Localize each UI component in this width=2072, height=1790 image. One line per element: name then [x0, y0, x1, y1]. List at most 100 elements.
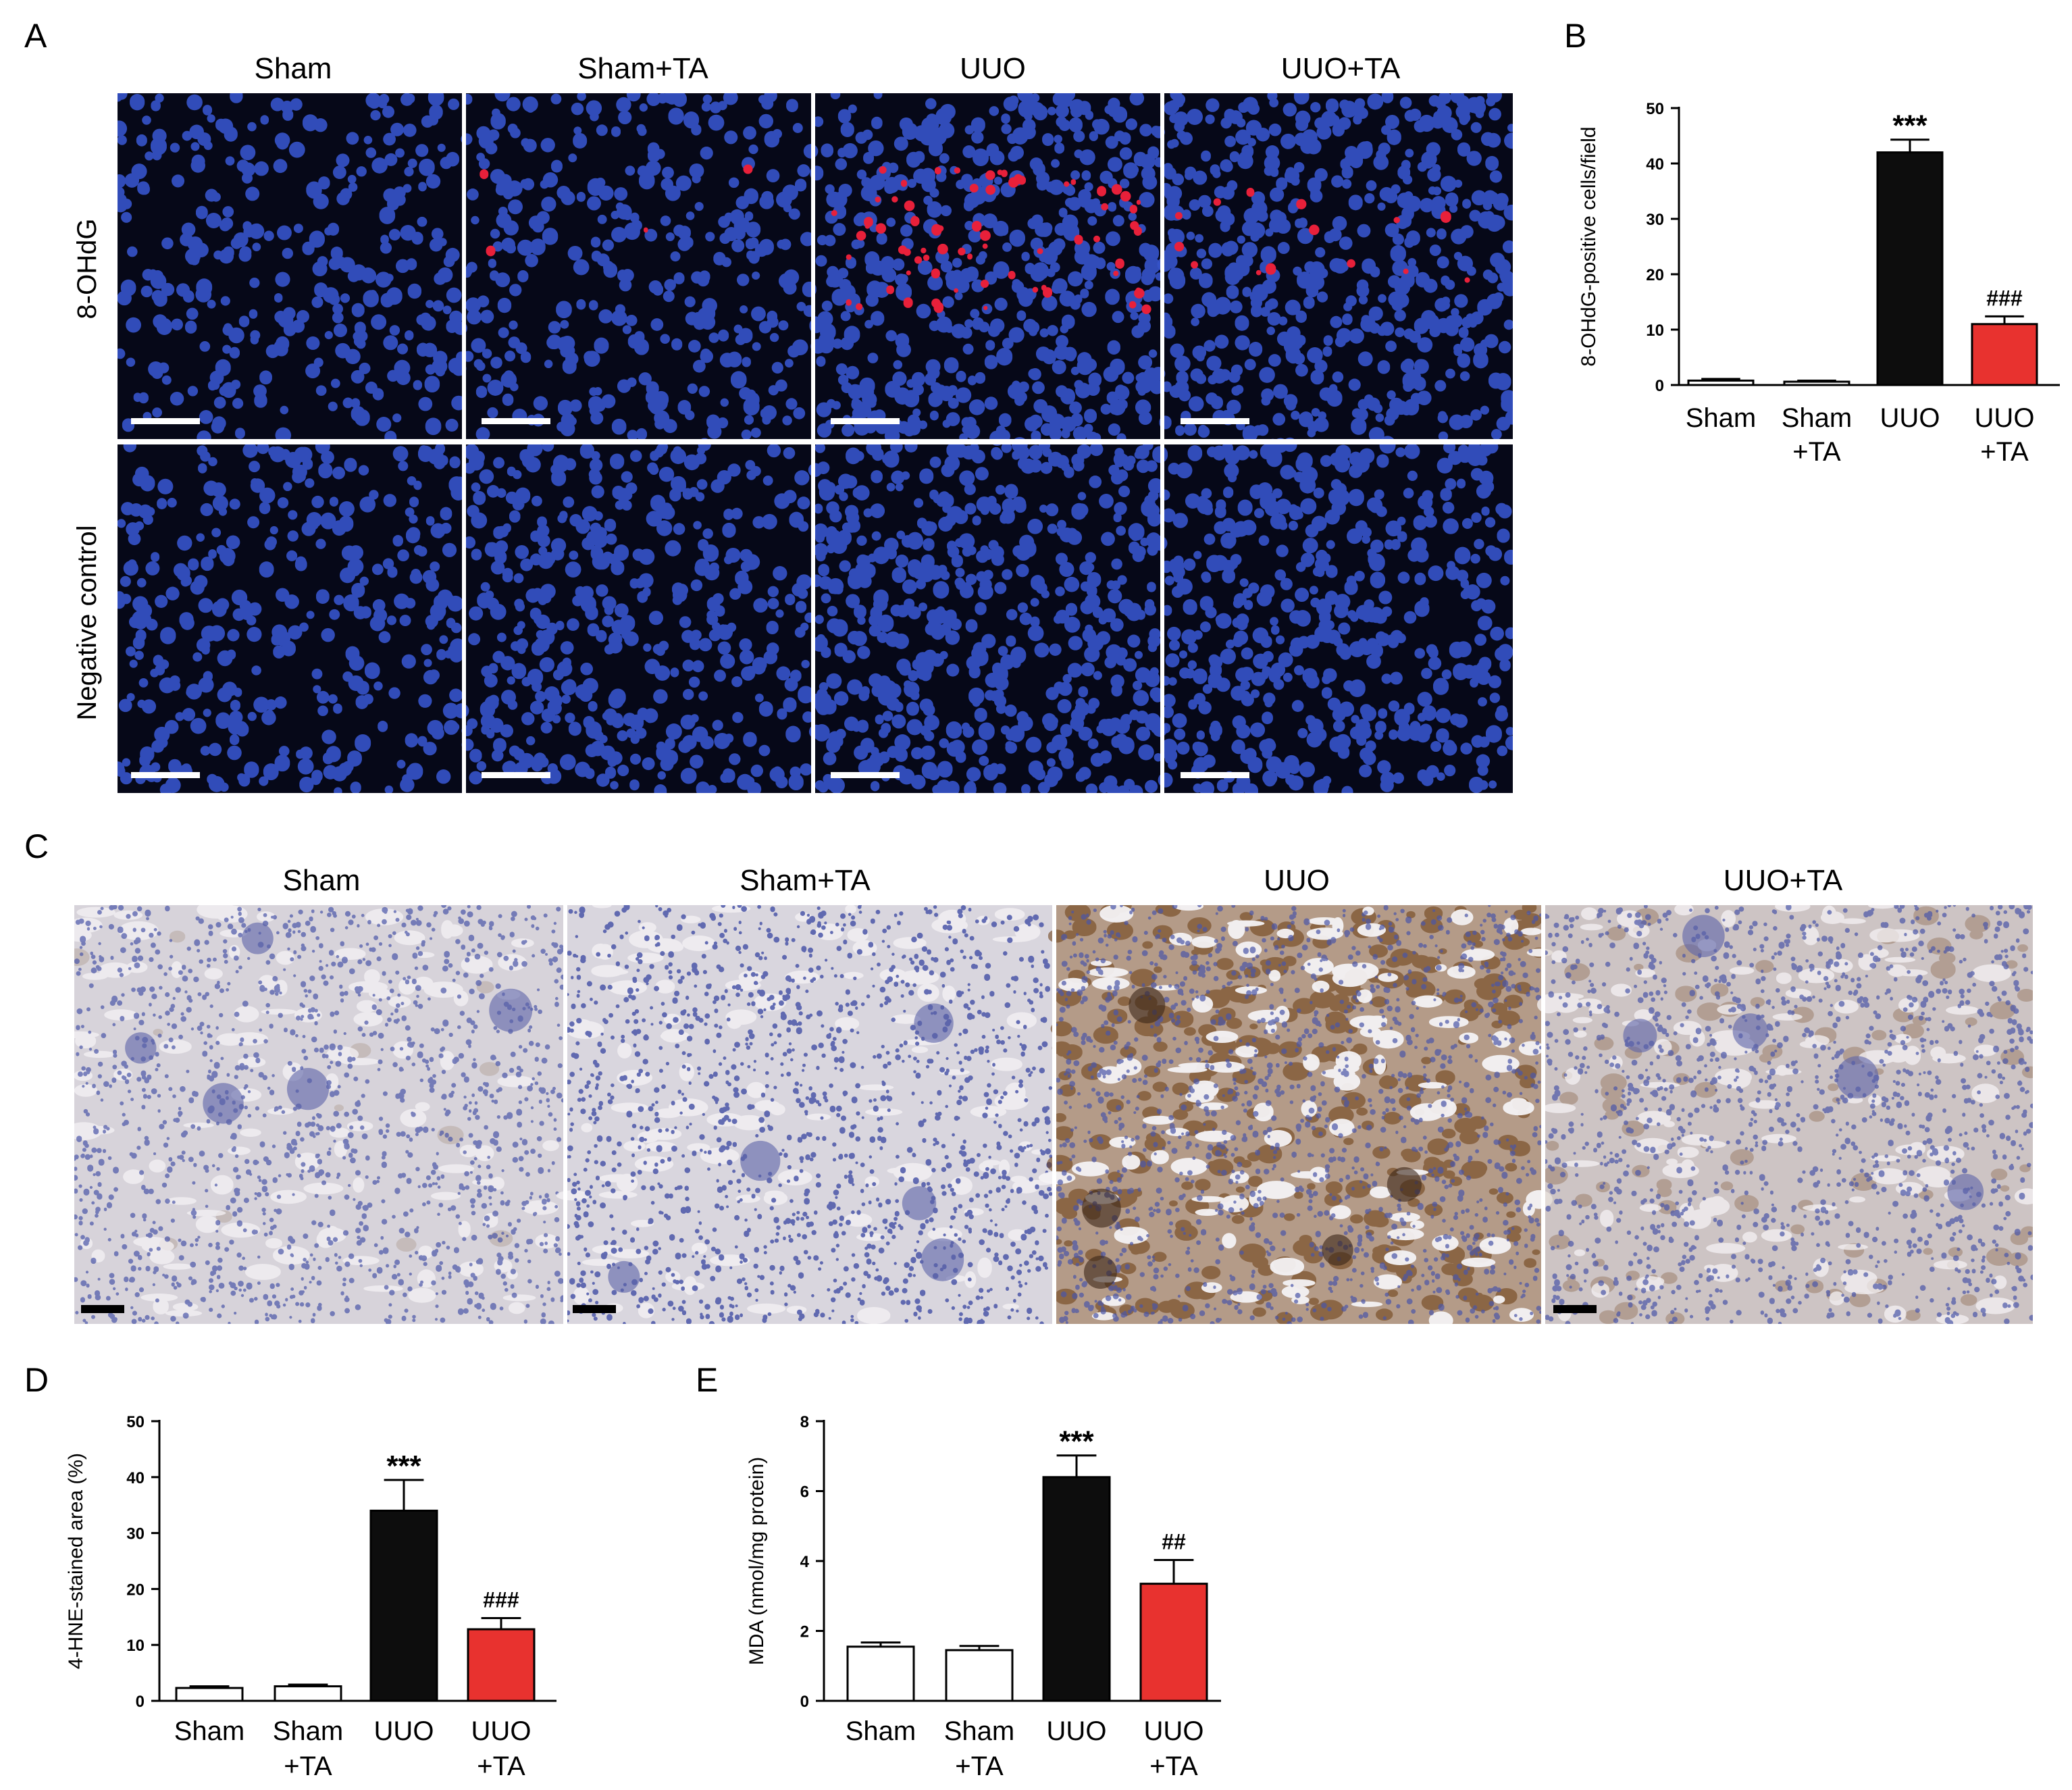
panel-a-col-uuo: UUO: [960, 52, 1026, 85]
glomerulus: [1129, 987, 1165, 1023]
panel-a-col-uuo-ta: UUO+TA: [1281, 52, 1401, 85]
scale-bar: [831, 418, 900, 424]
y-axis-label: 4-HNE-stained area (%): [65, 1453, 87, 1669]
panel-label-b: B: [1564, 17, 1586, 55]
panel-a-col-sham: Sham: [255, 52, 332, 85]
glomerulus: [1836, 1056, 1879, 1099]
panel-c-micrographs: [59, 898, 2040, 1330]
y-tick-label: 4: [800, 1553, 810, 1571]
scale-bar: [482, 418, 550, 424]
glomerulus: [740, 1141, 780, 1181]
bar: [468, 1629, 534, 1701]
glomerulus: [1322, 1234, 1353, 1265]
y-tick-label: 0: [1655, 377, 1664, 395]
panel-a-row-8ohdg: 8-OHdG: [72, 219, 102, 319]
glomerulus: [242, 923, 274, 954]
scale-bar: [1553, 1305, 1597, 1313]
glomerulus: [608, 1261, 640, 1293]
scale-bar: [1181, 772, 1249, 778]
y-tick-label: 6: [800, 1483, 809, 1502]
bar: [1877, 153, 1942, 385]
category-label: Sham: [1686, 403, 1757, 433]
panel-a-col-sham-ta: Sham+TA: [577, 52, 708, 85]
panel-label-e: E: [696, 1361, 718, 1399]
glomerulus: [125, 1032, 156, 1063]
category-label: Sham: [846, 1716, 916, 1746]
y-tick-label: 30: [1646, 211, 1664, 229]
glomerulus: [1387, 1167, 1422, 1202]
scale-bar: [131, 418, 200, 424]
panel-c-col-sham-ta: Sham+TA: [740, 864, 871, 897]
significance-marker: ###: [1986, 286, 2023, 310]
bar: [1784, 382, 1849, 385]
scale-bar: [131, 772, 200, 778]
significance-marker: ##: [1162, 1529, 1186, 1554]
category-label: Sham: [174, 1716, 245, 1746]
bar: [946, 1650, 1012, 1701]
y-tick-label: 40: [1646, 155, 1664, 174]
bar: [848, 1647, 914, 1701]
bar: [275, 1686, 341, 1701]
panel-c-col-sham: Sham: [283, 864, 361, 897]
bar: [176, 1688, 242, 1701]
y-tick-label: 0: [800, 1693, 809, 1711]
category-label: +TA: [477, 1751, 525, 1781]
glomerulus: [1948, 1174, 1984, 1210]
scale-bar: [482, 772, 550, 778]
glomerulus: [902, 1186, 936, 1220]
panel-a-micrographs: [111, 86, 1520, 798]
glomerulus: [1623, 1019, 1657, 1052]
y-tick-label: 20: [1646, 266, 1664, 284]
y-tick-label: 20: [126, 1581, 145, 1599]
bar: [1141, 1584, 1207, 1701]
scale-bar: [81, 1305, 124, 1313]
significance-marker: ***: [1059, 1425, 1094, 1458]
panel-label-d: D: [24, 1361, 49, 1399]
category-label: UUO: [1975, 403, 2035, 433]
category-label: +TA: [1980, 437, 2029, 467]
y-axis-label: MDA (nmol/mg protein): [746, 1457, 768, 1665]
significance-marker: ###: [483, 1587, 519, 1612]
y-tick-label: 10: [126, 1637, 145, 1655]
glomerulus: [1084, 1256, 1117, 1289]
y-tick-label: 40: [126, 1469, 145, 1487]
panel-c-col-uuo: UUO: [1264, 864, 1330, 897]
scale-bar: [831, 772, 900, 778]
glomerulus: [203, 1083, 243, 1123]
glomerulus: [287, 1068, 329, 1110]
panel-c-col-uuo-ta: UUO+TA: [1724, 864, 1843, 897]
glomerulus: [921, 1238, 964, 1281]
category-label: +TA: [284, 1751, 332, 1781]
y-tick-label: 50: [126, 1413, 145, 1431]
bar: [371, 1510, 437, 1701]
glomerulus: [489, 989, 532, 1032]
bar: [1043, 1477, 1110, 1701]
category-label: UUO: [374, 1716, 434, 1746]
y-tick-label: 2: [800, 1623, 809, 1641]
glomerulus: [1733, 1013, 1768, 1048]
category-label: UUO: [1880, 403, 1940, 433]
panel-label-a: A: [24, 17, 47, 55]
significance-marker: ***: [1892, 109, 1927, 143]
y-tick-label: 8: [800, 1413, 809, 1431]
glomerulus: [1082, 1189, 1121, 1228]
category-label: UUO: [471, 1716, 532, 1746]
y-tick-label: 10: [1646, 322, 1664, 340]
glomerulus: [914, 1004, 953, 1043]
panel-label-c: C: [24, 827, 49, 865]
category-label: UUO: [1144, 1716, 1204, 1746]
scale-bar: [1181, 418, 1249, 424]
category-label: Sham: [944, 1716, 1015, 1746]
category-label: Sham: [1782, 403, 1853, 433]
glomerulus: [1682, 915, 1725, 957]
category-label: +TA: [1792, 437, 1841, 467]
panel-a-row-negative-control: Negative control: [72, 525, 102, 720]
category-label: Sham: [273, 1716, 344, 1746]
bar: [1972, 324, 2037, 385]
y-tick-label: 50: [1646, 100, 1664, 118]
category-label: UUO: [1047, 1716, 1107, 1746]
